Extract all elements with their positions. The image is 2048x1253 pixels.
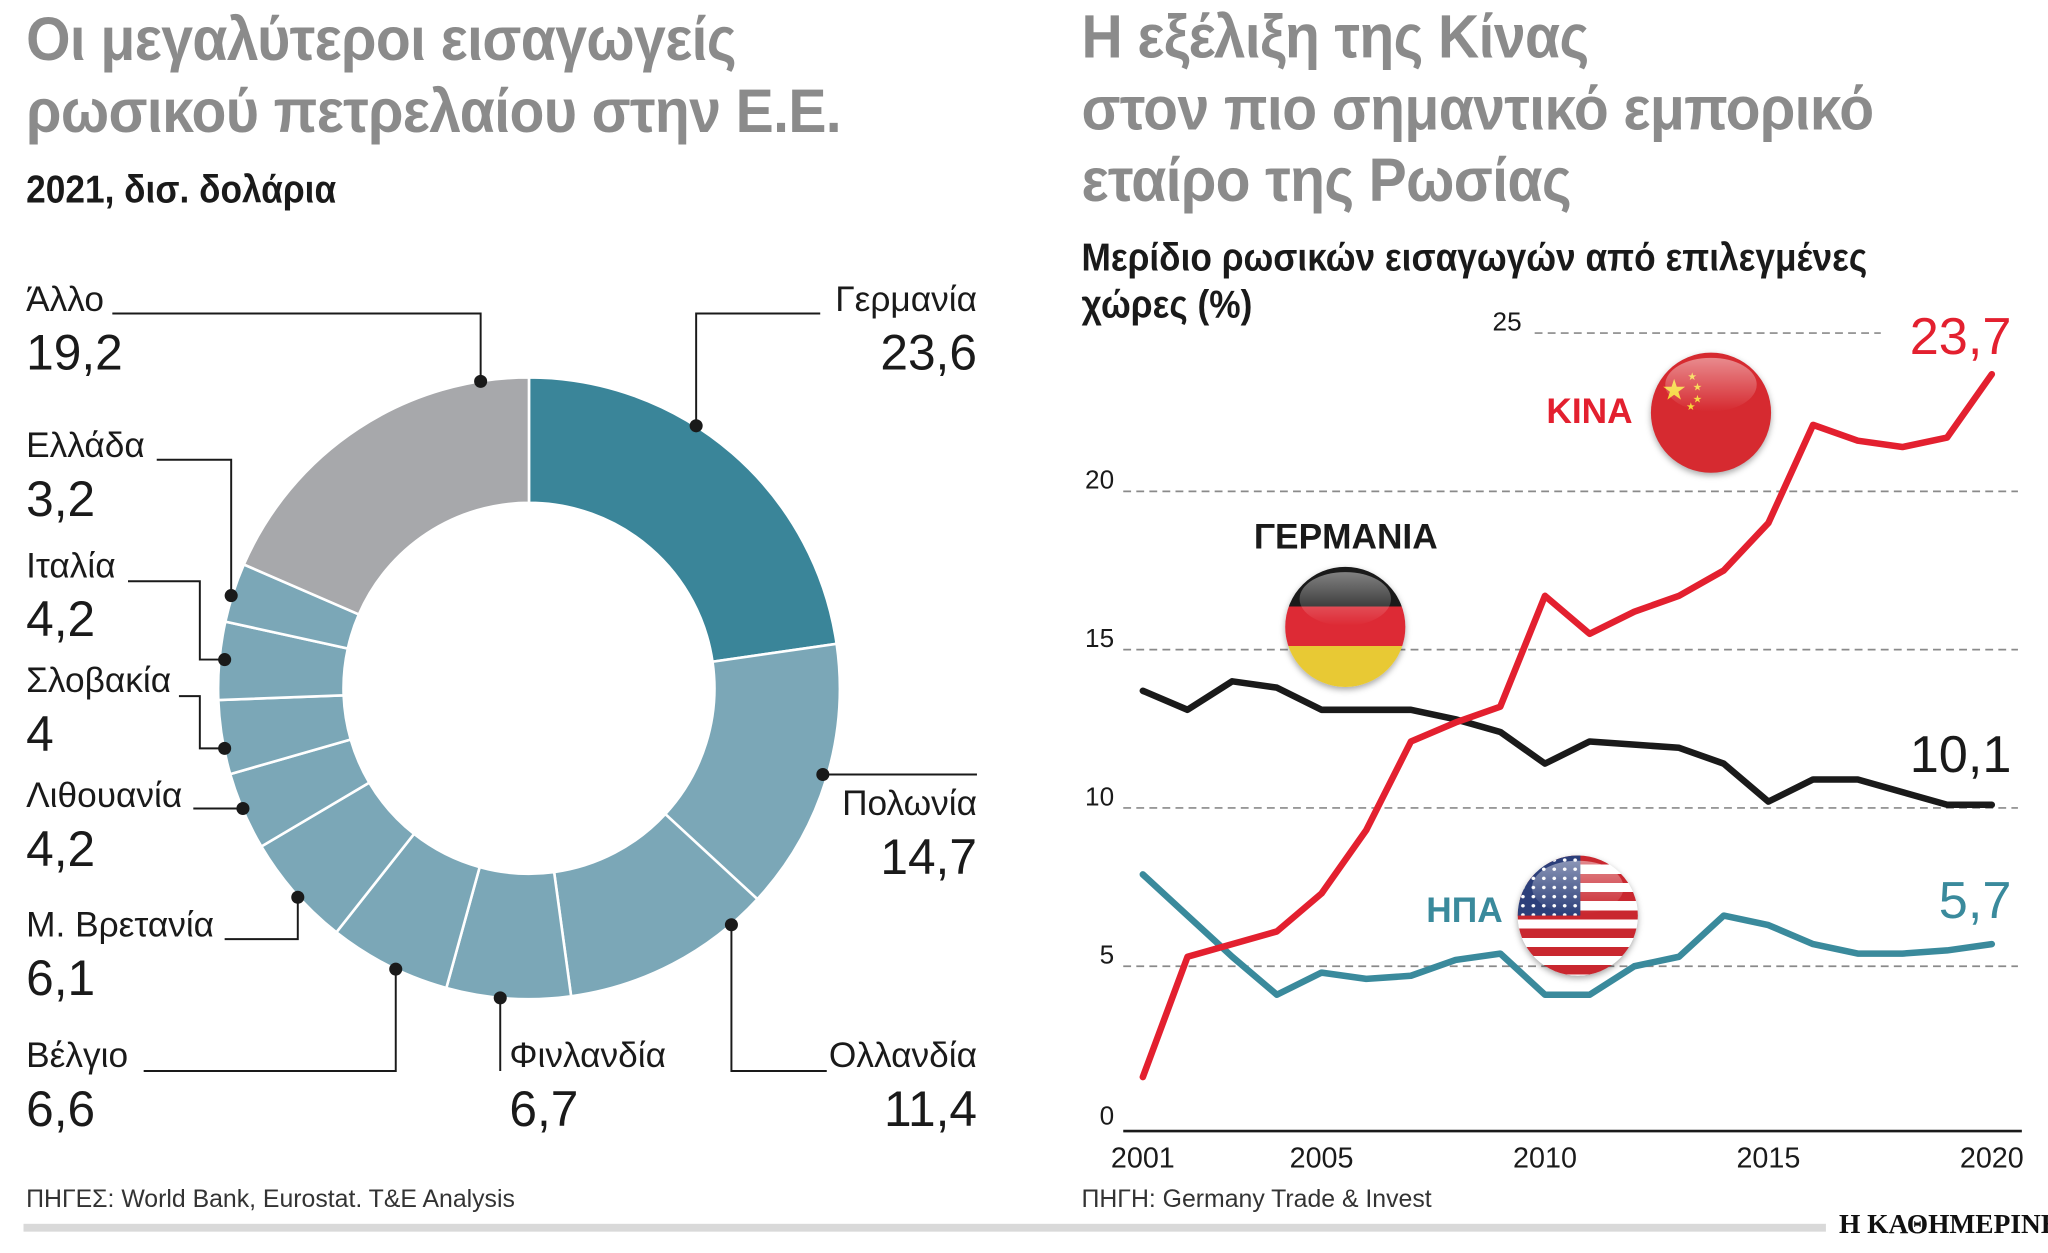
leader-line-ollandia (730, 924, 827, 1072)
value-velgio: 6,6 (26, 1082, 96, 1138)
leader-line-allo (112, 312, 482, 382)
left-subtitle: 2021, δισ. δολάρια (26, 168, 337, 212)
value-lithouania: 4,2 (26, 822, 96, 878)
label-velgio: Βέλγιο (26, 1035, 129, 1075)
y-tick-label: 15 (1085, 623, 1114, 653)
end-label-china: 23,7 (1909, 308, 2012, 366)
usa-flag-icon (1517, 855, 1638, 976)
value-vretania: 6,1 (26, 952, 96, 1008)
donut-slice-10 (242, 376, 531, 617)
label-slovakia: Σλοβακία (26, 660, 172, 701)
kathimerini-logo: Η ΚΑΘΗΜΕΡΙΝΗ (1838, 1208, 2048, 1240)
leader-dots (218, 374, 830, 1005)
value-germania: 23,6 (880, 326, 977, 382)
end-label-germany: 10,1 (1909, 726, 2012, 784)
x-tick-label: 2015 (1736, 1143, 1800, 1175)
label-germania: Γερμανία (835, 279, 977, 319)
right-title-line2: στον πιο σημαντικό εμπορικό (1081, 73, 1874, 143)
right-title-line3: εταίρο της Ρωσίας (1081, 144, 1572, 215)
value-slovakia: 4 (26, 707, 54, 763)
leader-line-slovakia (178, 695, 225, 750)
label-finlandia: Φινλανδία (509, 1035, 666, 1075)
donut-chart (112, 312, 977, 1072)
left-title-line1: Οι μεγαλύτεροι εισαγωγείς (26, 3, 737, 74)
value-ollandia: 11,4 (884, 1082, 977, 1138)
x-tick-label: 2010 (1513, 1143, 1577, 1175)
leader-line-italia (127, 580, 225, 661)
end-label-usa: 5,7 (1938, 872, 2012, 930)
right-title-line1: Η εξέλιξη της Κίνας (1081, 1, 1589, 71)
x-tick-label: 2005 (1290, 1143, 1354, 1175)
label-vretania: Μ. Βρετανία (26, 905, 215, 945)
leader-lines (112, 312, 977, 1072)
germany-flag-icon (1285, 566, 1406, 688)
label-lithouania: Λιθουανία (26, 775, 183, 816)
value-polonia: 14,7 (880, 830, 977, 886)
left-source: ΠΗΓΕΣ: World Bank, Eurostat. T&E Analysi… (26, 1185, 515, 1214)
footer-bar (23, 1223, 1826, 1232)
label-ollandia: Ολλανδία (828, 1035, 977, 1075)
left-title-line2: ρωσικού πετρελαίου στην Ε.Ε. (26, 75, 842, 145)
x-tick-label: 2020 (1960, 1143, 2024, 1175)
series-line-2 (1139, 871, 1996, 999)
leader-line-vretania (224, 897, 299, 941)
y-tick-label: 0 (1100, 1101, 1115, 1131)
x-tick-label: 2001 (1111, 1143, 1175, 1175)
series-label-china: ΚΙΝΑ (1546, 391, 1633, 432)
donut-slice-0 (527, 376, 839, 664)
value-ellada: 3,2 (26, 472, 96, 528)
series-label-germany: ΓΕΡΜΑΝΙΑ (1253, 517, 1438, 557)
label-italia: Ιταλία (26, 545, 116, 586)
right-source: ΠΗΓΗ: Germany Trade & Invest (1081, 1185, 1432, 1214)
china-flag-icon: ★ ★ ★ ★ ★ (1650, 352, 1772, 473)
leader-line-germania (695, 312, 821, 426)
series-label-usa: ΗΠΑ (1426, 890, 1503, 930)
right-subtitle-line1: Μερίδιο ρωσικών εισαγωγών από επιλεγμένε… (1081, 236, 1868, 280)
y-tick-label: 25 (1493, 306, 1522, 336)
value-italia: 4,2 (26, 592, 96, 648)
value-allo: 19,2 (26, 326, 123, 382)
y-tick-label: 5 (1100, 940, 1115, 970)
leader-line-velgio (143, 969, 397, 1072)
value-finlandia: 6,7 (509, 1082, 579, 1138)
series-line-1 (1139, 678, 1996, 809)
right-subtitle-line2: χώρες (%) (1081, 283, 1253, 327)
label-polonia: Πολωνία (842, 783, 977, 823)
series-line-0 (1139, 370, 1996, 1081)
label-ellada: Ελλάδα (26, 425, 145, 465)
label-allo: Άλλο (26, 279, 105, 319)
y-tick-label: 10 (1085, 781, 1114, 811)
leader-line-ellada (156, 458, 233, 596)
y-tick-label: 20 (1085, 465, 1114, 495)
